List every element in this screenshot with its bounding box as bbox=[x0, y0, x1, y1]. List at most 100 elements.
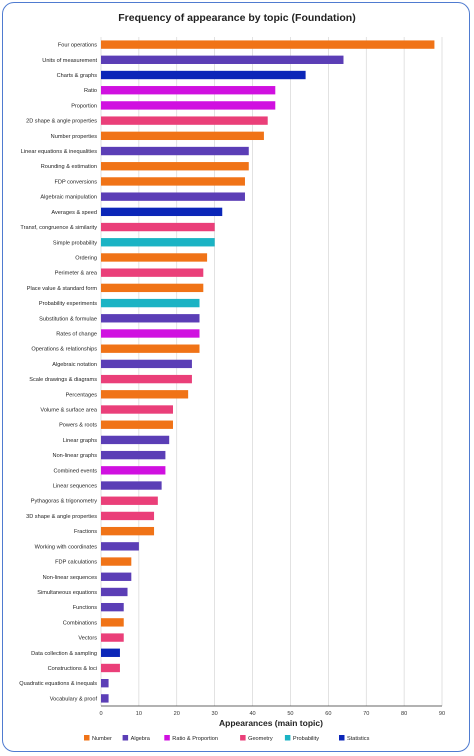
legend-swatch bbox=[284, 735, 291, 741]
bar bbox=[101, 648, 120, 657]
category-label: Units of measurement bbox=[42, 58, 97, 64]
category-label: Ratio bbox=[84, 88, 97, 94]
legend-label: Geometry bbox=[248, 736, 273, 742]
chart-card bbox=[2, 2, 470, 752]
category-label: Fractions bbox=[74, 529, 97, 535]
bar bbox=[101, 572, 132, 581]
legend-label: Probability bbox=[293, 736, 319, 742]
legend-label: Statistics bbox=[347, 736, 370, 742]
category-label: FDP calculations bbox=[55, 560, 97, 566]
bar bbox=[101, 496, 158, 505]
category-label: 2D shape & angle properties bbox=[26, 119, 97, 125]
category-label: Probability experiments bbox=[39, 301, 97, 307]
bar bbox=[101, 146, 249, 156]
bar bbox=[101, 162, 249, 171]
category-label: Algebraic manipulation bbox=[40, 195, 97, 201]
bar bbox=[101, 359, 192, 369]
category-label: Working with coordinates bbox=[35, 544, 98, 550]
x-tick-label: 40 bbox=[249, 711, 255, 717]
bar bbox=[101, 70, 306, 80]
bar bbox=[101, 131, 264, 141]
category-label: Rates of change bbox=[56, 331, 97, 337]
category-label: Volume & surface area bbox=[40, 408, 97, 414]
category-label: Data collection & sampling bbox=[31, 651, 97, 657]
category-label: 3D shape & angle properties bbox=[26, 514, 97, 520]
legend-swatch bbox=[122, 735, 129, 741]
bar bbox=[101, 663, 120, 673]
bar bbox=[101, 207, 223, 217]
category-label: Constructions & loci bbox=[48, 666, 97, 672]
bar bbox=[101, 618, 124, 627]
bar bbox=[101, 329, 200, 338]
x-axis-label: Appearances (main topic) bbox=[219, 718, 323, 728]
bar bbox=[101, 344, 200, 353]
category-label: Linear graphs bbox=[63, 438, 97, 444]
bar bbox=[101, 374, 192, 384]
category-label: Transf, congruence & similarity bbox=[20, 225, 97, 231]
category-label: Place value & standard form bbox=[27, 286, 98, 292]
legend: Number Algebra Ratio & Proportion Geometry P… bbox=[84, 735, 370, 742]
category-label: Vectors bbox=[78, 636, 97, 642]
bar bbox=[101, 466, 166, 475]
legend-swatch bbox=[339, 735, 345, 741]
x-tick-label: 30 bbox=[212, 711, 218, 717]
bar bbox=[101, 55, 344, 64]
x-tick-label: 0 bbox=[99, 711, 102, 717]
bar bbox=[101, 177, 245, 186]
bar bbox=[101, 633, 124, 642]
bar bbox=[101, 420, 173, 429]
legend-label: Ratio & Proportion bbox=[172, 736, 218, 742]
bar bbox=[101, 405, 173, 414]
x-tick-label: 70 bbox=[363, 711, 369, 717]
category-label: Perimeter & area bbox=[55, 271, 98, 277]
category-label: Proportion bbox=[71, 103, 97, 109]
bar bbox=[101, 222, 215, 232]
legend-label: Algebra bbox=[131, 736, 151, 742]
category-label: Pythagoras & trigonometry bbox=[31, 499, 97, 505]
legend-label: Number bbox=[92, 736, 112, 742]
bar bbox=[101, 602, 124, 612]
category-label: Quadratic equations & inequals bbox=[19, 681, 97, 687]
category-label: Simultaneous equations bbox=[37, 590, 97, 596]
bar bbox=[101, 587, 128, 597]
bar bbox=[101, 511, 155, 521]
bar bbox=[101, 283, 204, 293]
bar bbox=[101, 679, 109, 688]
category-label: Algebraic notation bbox=[52, 362, 97, 368]
category-label: Number properties bbox=[51, 134, 98, 140]
bar bbox=[101, 40, 435, 49]
category-label: Non-linear graphs bbox=[53, 453, 98, 459]
bar bbox=[101, 557, 132, 566]
category-label: Rounding & estimation bbox=[41, 164, 97, 170]
category-label: Charts & graphs bbox=[57, 73, 98, 79]
bar bbox=[101, 435, 170, 445]
category-label: Averages & speed bbox=[51, 210, 97, 216]
category-label: Percentages bbox=[66, 392, 98, 398]
bar bbox=[101, 694, 109, 703]
bar bbox=[101, 450, 166, 460]
category-label: Non-linear sequences bbox=[43, 575, 98, 581]
bar bbox=[101, 86, 276, 95]
bar bbox=[101, 390, 189, 399]
bar bbox=[101, 481, 162, 490]
category-label: Simple probability bbox=[53, 240, 97, 246]
category-label: FDP conversions bbox=[55, 179, 98, 185]
bar bbox=[101, 101, 276, 110]
bar bbox=[101, 542, 139, 551]
bar bbox=[101, 238, 215, 247]
legend-swatch bbox=[240, 735, 246, 741]
bar bbox=[101, 192, 245, 201]
x-tick-label: 80 bbox=[401, 711, 407, 717]
category-label: Ordering bbox=[75, 255, 97, 261]
category-label: Four operations bbox=[58, 43, 97, 49]
x-tick-label: 10 bbox=[136, 711, 142, 717]
category-label: Functions bbox=[73, 605, 97, 611]
bar bbox=[101, 116, 268, 125]
category-label: Vocabulary & proof bbox=[50, 696, 98, 702]
legend-swatch bbox=[164, 735, 170, 741]
category-labels: Four operations Units of measurement Chart… bbox=[19, 43, 98, 703]
bar bbox=[101, 314, 200, 323]
bar bbox=[101, 253, 208, 262]
chart-title: Frequency of appearance by topic (Founda… bbox=[118, 12, 355, 24]
